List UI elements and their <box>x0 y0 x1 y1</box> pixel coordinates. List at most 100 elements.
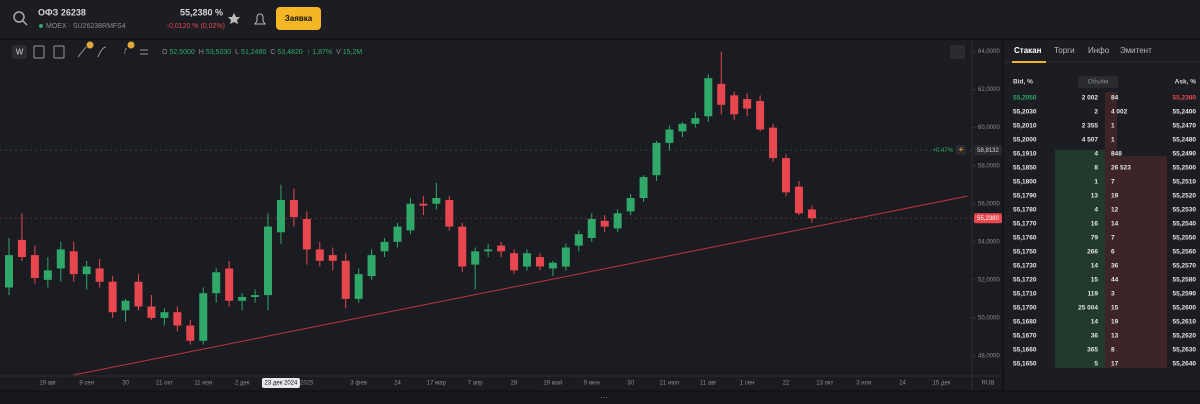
tab[interactable]: Эмитент <box>1120 46 1152 55</box>
ask-price[interactable]: 55,2630 <box>1173 347 1197 354</box>
ask-price[interactable]: 55,2520 <box>1173 193 1197 200</box>
bid-volume[interactable]: 16 <box>1091 221 1099 228</box>
ask-volume[interactable]: 17 <box>1111 361 1119 368</box>
tool-icon[interactable] <box>77 46 87 58</box>
tab[interactable]: Стакан <box>1014 46 1042 55</box>
bid-price[interactable]: 55,1670 <box>1013 333 1037 340</box>
ask-price[interactable]: 55,2490 <box>1173 151 1197 158</box>
ask-price[interactable]: 55,2550 <box>1173 235 1197 242</box>
ai-button[interactable] <box>950 45 965 59</box>
bid-price[interactable]: 55,2000 <box>1013 137 1037 144</box>
ask-volume[interactable]: 15 <box>1111 305 1119 312</box>
ask-price[interactable]: 55,2580 <box>1173 277 1197 284</box>
interval-button[interactable] <box>12 45 27 59</box>
search-icon[interactable] <box>13 11 25 23</box>
bid-volume[interactable]: 2 <box>1094 109 1098 116</box>
bid-volume[interactable]: 4 507 <box>1082 137 1099 144</box>
ask-price[interactable]: 55,2560 <box>1173 249 1197 256</box>
bid-price[interactable]: 55,1750 <box>1013 249 1037 256</box>
ask-volume[interactable]: 12 <box>1111 207 1119 214</box>
marker-plus-bg[interactable] <box>956 145 966 156</box>
ask-volume[interactable]: 19 <box>1111 319 1119 326</box>
ask-volume[interactable]: 848 <box>1111 151 1122 158</box>
bid-price[interactable]: 55,1760 <box>1013 235 1037 242</box>
bid-volume[interactable]: 8 <box>1094 165 1098 172</box>
bid-price[interactable]: 55,1780 <box>1013 207 1037 214</box>
bid-volume[interactable]: 1 <box>1094 179 1098 186</box>
tool-icon[interactable] <box>33 45 45 59</box>
bid-volume[interactable]: 365 <box>1087 347 1098 354</box>
bid-volume[interactable]: 2 355 <box>1082 123 1099 130</box>
tab[interactable]: Инфо <box>1088 46 1110 55</box>
bid-volume[interactable]: 14 <box>1091 319 1099 326</box>
ask-volume[interactable]: 19 <box>1111 193 1119 200</box>
order-button[interactable] <box>276 7 321 30</box>
ask-volume[interactable]: 26 523 <box>1111 165 1131 172</box>
bid-price[interactable]: 55,1800 <box>1013 179 1037 186</box>
bid-price[interactable]: 55,1770 <box>1013 221 1037 228</box>
interval-label[interactable]: W <box>16 48 24 57</box>
bid-price[interactable]: 55,2030 <box>1013 109 1037 116</box>
ask-price[interactable]: 55,2500 <box>1173 165 1197 172</box>
bell-icon[interactable] <box>254 13 266 25</box>
tool-icon[interactable] <box>97 46 107 58</box>
bid-volume[interactable]: 119 <box>1088 291 1099 298</box>
bid-price[interactable]: 55,2010 <box>1013 123 1037 130</box>
ask-price[interactable]: 55,2530 <box>1173 207 1197 214</box>
bid-volume[interactable]: 79 <box>1091 235 1099 242</box>
bid-price[interactable]: 55,1650 <box>1013 361 1037 368</box>
ask-volume[interactable]: 7 <box>1111 179 1115 186</box>
ask-price[interactable]: 55,2480 <box>1173 137 1197 144</box>
favorite-star[interactable] <box>228 13 240 24</box>
bid-volume[interactable]: 36 <box>1091 333 1099 340</box>
bid-volume[interactable]: 5 <box>1094 361 1098 368</box>
tab[interactable]: Торги <box>1054 46 1075 55</box>
ask-volume[interactable]: 8 <box>1111 347 1115 354</box>
order-button-label[interactable]: Заявка <box>285 14 313 23</box>
ask-price[interactable]: 55,2640 <box>1173 361 1197 368</box>
bid-volume[interactable]: 266 <box>1087 249 1098 256</box>
ask-price[interactable]: 55,2590 <box>1173 291 1197 298</box>
ask-volume[interactable]: 6 <box>1111 249 1115 256</box>
ask-volume[interactable]: 84 <box>1111 95 1119 102</box>
ask-price[interactable]: 55,2470 <box>1173 123 1197 130</box>
ask-price[interactable]: 55,2400 <box>1173 109 1197 116</box>
bid-volume[interactable]: 14 <box>1091 263 1099 270</box>
ask-volume[interactable]: 4 002 <box>1111 109 1128 116</box>
ask-volume[interactable]: 7 <box>1111 235 1115 242</box>
bid-volume[interactable]: 25 004 <box>1078 305 1098 312</box>
ask-price[interactable]: 55,2610 <box>1173 319 1197 326</box>
ask-price[interactable]: 55,2600 <box>1173 305 1197 312</box>
tool-icon[interactable] <box>140 49 148 55</box>
bid-price[interactable]: 55,1680 <box>1013 319 1037 326</box>
ask-price[interactable]: 55,2620 <box>1173 333 1197 340</box>
ask-price[interactable]: 55,2510 <box>1173 179 1197 186</box>
ask-volume[interactable]: 1 <box>1111 137 1115 144</box>
bid-price[interactable]: 55,1790 <box>1013 193 1037 200</box>
ask-volume[interactable]: 1 <box>1111 123 1115 130</box>
bid-price[interactable]: 55,1730 <box>1013 263 1037 270</box>
ask-price[interactable]: 55,2570 <box>1173 263 1197 270</box>
bid-price[interactable]: 55,1660 <box>1013 347 1037 354</box>
resize-handle[interactable]: ⋯ <box>601 395 608 402</box>
tool-icon[interactable] <box>53 45 65 59</box>
bid-price[interactable]: 55,1910 <box>1013 151 1037 158</box>
bid-price[interactable]: 55,1850 <box>1013 165 1037 172</box>
bid-volume[interactable]: 2 002 <box>1082 95 1099 102</box>
bid-volume[interactable]: 15 <box>1091 277 1099 284</box>
ask-volume[interactable]: 36 <box>1111 263 1119 270</box>
bid-volume[interactable]: 4 <box>1094 207 1098 214</box>
indicator-icon[interactable]: f <box>124 47 127 56</box>
bid-price[interactable]: 55,1720 <box>1013 277 1037 284</box>
bid-volume[interactable]: 4 <box>1094 151 1098 158</box>
bid-price[interactable]: 55,1710 <box>1013 291 1037 298</box>
ask-price[interactable]: 55,2540 <box>1173 221 1197 228</box>
ask-volume[interactable]: 44 <box>1111 277 1119 284</box>
bid-price[interactable]: 55,1700 <box>1013 305 1037 312</box>
bid-volume[interactable]: 13 <box>1091 193 1099 200</box>
bid-price[interactable]: 55,2050 <box>1013 95 1037 102</box>
ask-price[interactable]: 55,2380 <box>1173 95 1197 102</box>
ask-volume[interactable]: 13 <box>1111 333 1119 340</box>
ask-volume[interactable]: 3 <box>1111 291 1115 298</box>
ask-volume[interactable]: 14 <box>1111 221 1119 228</box>
